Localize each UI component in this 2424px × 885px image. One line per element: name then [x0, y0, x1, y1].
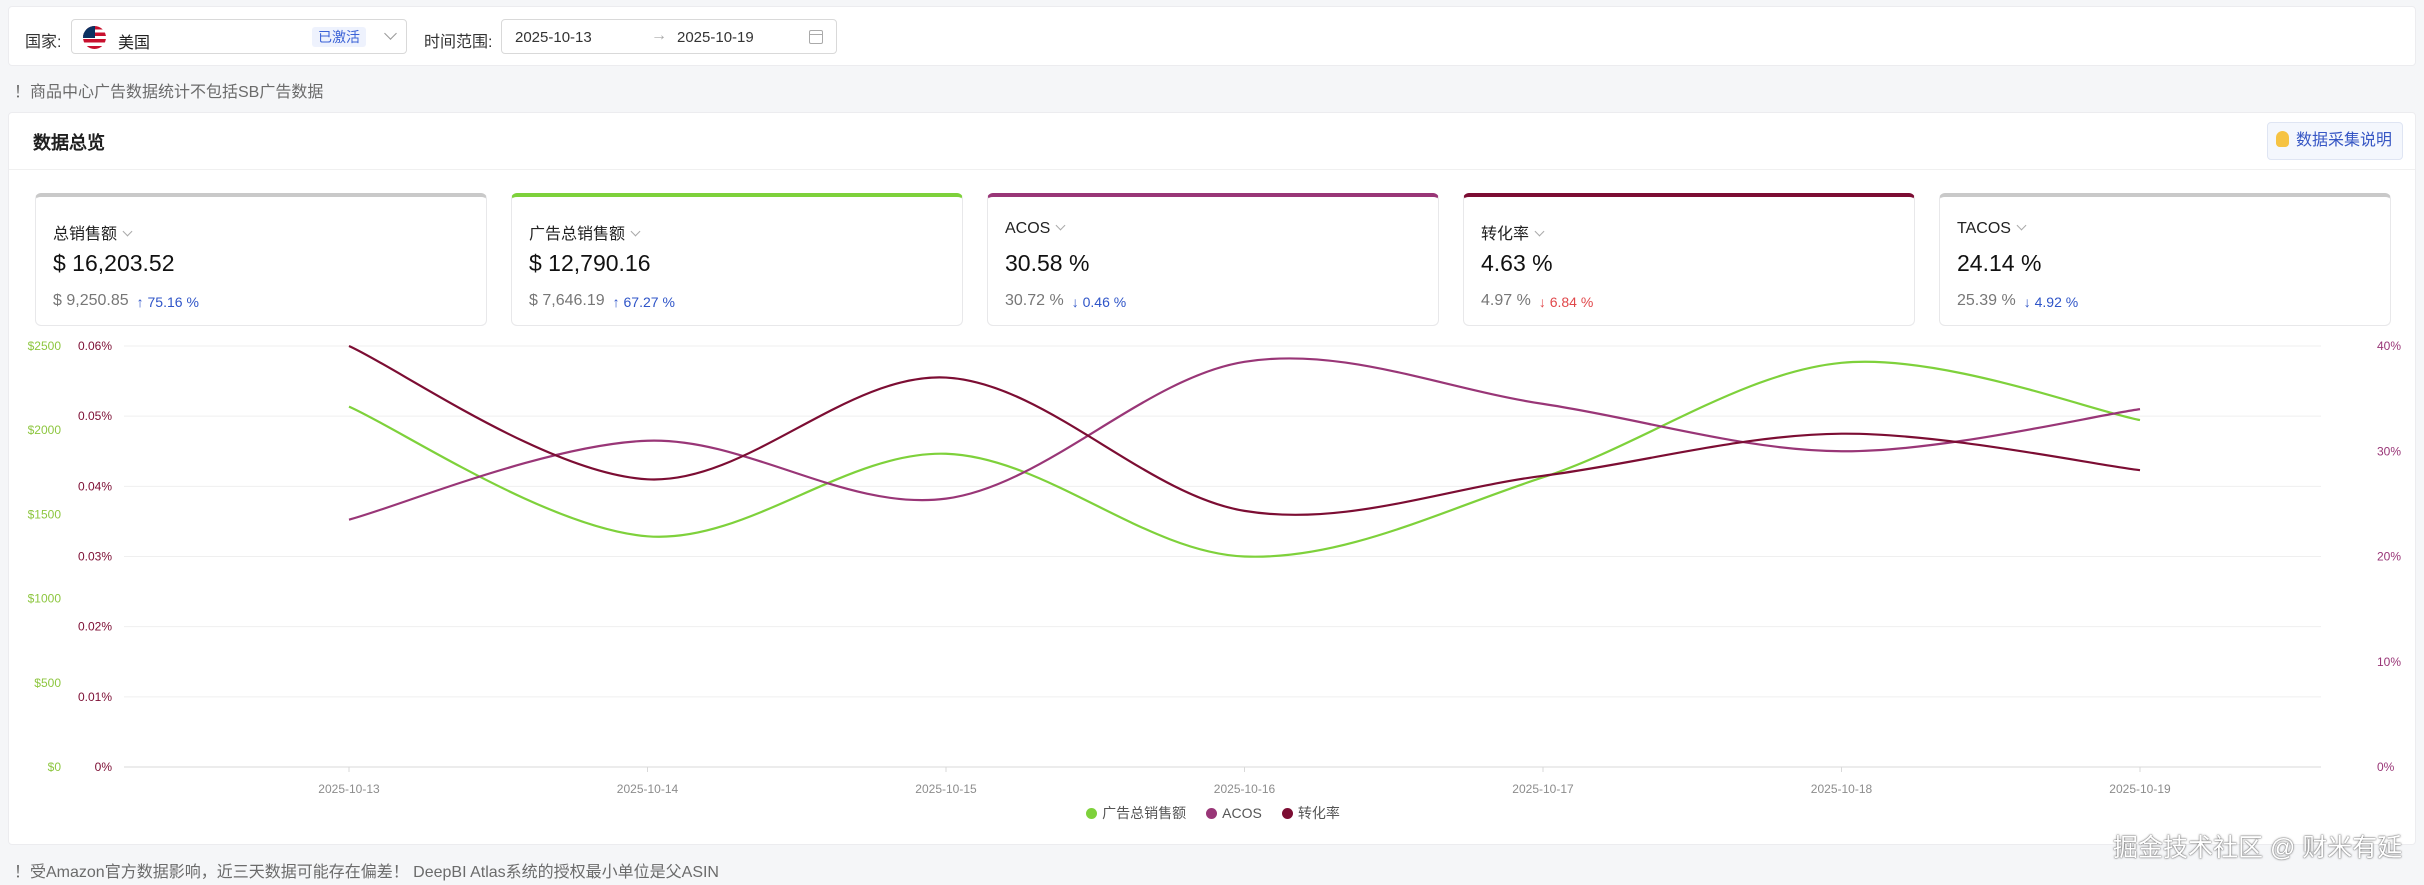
x-tick-label: 2025-10-18 [1811, 782, 1873, 796]
legend-dot-icon [1281, 808, 1293, 819]
legend-dot-icon [1086, 808, 1098, 819]
y-tick-percent-right: 30% [2377, 444, 2401, 458]
metric-label[interactable]: ACOS [1005, 220, 1066, 238]
panel-title: 数据总览 [33, 133, 105, 153]
y-tick-percent-left: 0.06% [78, 339, 112, 353]
metric-change: ↑ 67.27 % [612, 294, 675, 310]
chart-legend: 广告总销售额 ACOS 转化率 [9, 803, 2417, 823]
overview-panel: 数据总览 数据采集说明 总销售额 $ 16,203.52 $ 9,250.85 ↑ 7… [8, 112, 2416, 845]
series-line [348, 360, 2141, 558]
notice-top: ！商品中心广告数据统计不包括SB广告数据 [14, 84, 324, 101]
legend-dot-icon [1206, 808, 1218, 819]
legend-label: 广告总销售额 [1102, 805, 1187, 821]
legend-label: ACOS [1222, 805, 1262, 821]
series-line [348, 344, 2141, 516]
trend-arrow-icon: ↓ [1538, 294, 1546, 310]
lightbulb-icon [2275, 131, 2289, 147]
metric-change: ↓ 6.84 % [1538, 294, 1594, 310]
trend-arrow-icon: ↓ [2023, 294, 2031, 310]
metric-change: ↓ 0.46 % [1071, 294, 1127, 310]
x-tick-label: 2025-10-14 [617, 782, 679, 796]
x-tick-label: 2025-10-13 [318, 782, 380, 796]
x-tick-label: 2025-10-19 [2109, 782, 2171, 796]
metric-card[interactable]: 总销售额 $ 16,203.52 $ 9,250.85 ↑ 75.16 % [35, 193, 487, 326]
divider [9, 169, 2415, 170]
y-tick-percent-right: 10% [2377, 655, 2401, 669]
metric-label[interactable]: 广告总销售额 [529, 220, 641, 244]
y-tick-percent-left: 0.02% [78, 620, 112, 634]
end-date-input[interactable]: 2025-10-19 [677, 29, 754, 46]
metric-label[interactable]: TACOS [1957, 220, 2027, 238]
range-label: 时间范围: [424, 34, 493, 51]
watermark: 掘金技术社区 @ 财米有延 [2113, 834, 2403, 862]
metric-value: $ 12,790.16 [529, 250, 651, 276]
status-badge: 已激活 [312, 27, 366, 47]
x-tick-label: 2025-10-17 [1512, 782, 1574, 796]
us-flag-icon [83, 26, 106, 49]
metric-previous-value: $ 9,250.85 [53, 292, 129, 309]
data-collection-help-button[interactable]: 数据采集说明 [2266, 122, 2403, 160]
y-tick-percent-left: 0.04% [78, 479, 112, 493]
trend-arrow-icon: ↑ [612, 294, 620, 310]
metric-previous-value: $ 7,646.19 [529, 292, 605, 309]
legend-item[interactable]: 广告总销售额 [1086, 803, 1186, 823]
metric-change: ↑ 75.16 % [136, 294, 199, 310]
notice-bottom: ！受Amazon官方数据影响，近三天数据可能存在偏差！ DeepBI Atlas… [14, 864, 719, 881]
country-label: 国家: [25, 34, 62, 51]
arrow-right-icon: → [651, 27, 667, 44]
legend-item[interactable]: ACOS [1206, 805, 1262, 821]
trend-arrow-icon: ↓ [1071, 294, 1079, 310]
metric-label[interactable]: 转化率 [1481, 220, 1545, 244]
legend-label: 转化率 [1297, 805, 1340, 821]
y-tick-percent-left: 0% [95, 760, 113, 774]
y-tick-dollar: $1500 [28, 507, 62, 521]
trend-arrow-icon: ↑ [136, 294, 144, 310]
chevron-down-icon[interactable] [384, 27, 397, 40]
x-tick-label: 2025-10-16 [1214, 782, 1276, 796]
y-tick-percent-right: 0% [2377, 760, 2395, 774]
y-tick-percent-right: 20% [2377, 550, 2401, 564]
calendar-icon[interactable] [809, 30, 823, 44]
metric-value: 30.58 % [1005, 250, 1090, 276]
metric-change: ↓ 4.92 % [2023, 294, 2079, 310]
metric-previous-value: 30.72 % [1005, 292, 1064, 309]
help-button-label: 数据采集说明 [2295, 132, 2392, 149]
metric-card[interactable]: 转化率 4.63 % 4.97 % ↓ 6.84 % [1463, 193, 1915, 326]
metric-previous-value: 4.97 % [1481, 292, 1531, 309]
x-tick-label: 2025-10-15 [915, 782, 977, 796]
metric-card[interactable]: TACOS 24.14 % 25.39 % ↓ 4.92 % [1939, 193, 2391, 326]
y-tick-percent-right: 40% [2377, 339, 2401, 353]
filter-bar: 国家: 美国 已激活 时间范围: 2025-10-13 → 2025-10-19 [8, 6, 2416, 66]
y-tick-percent-left: 0.01% [78, 690, 112, 704]
metric-label[interactable]: 总销售额 [53, 220, 133, 244]
y-tick-percent-left: 0.03% [78, 550, 112, 564]
metric-card[interactable]: 广告总销售额 $ 12,790.16 $ 7,646.19 ↑ 67.27 % [511, 193, 963, 326]
metric-card[interactable]: ACOS 30.58 % 30.72 % ↓ 0.46 % [987, 193, 1439, 326]
y-tick-dollar: $1000 [28, 592, 62, 606]
y-tick-dollar: $2000 [28, 423, 62, 437]
line-chart: $0 $500 $1000 $1500 $2000 $2500 0% 0.01% 0.02% 0.… [28, 339, 2402, 796]
start-date-input[interactable]: 2025-10-13 [515, 29, 592, 46]
metric-value: 4.63 % [1481, 250, 1553, 276]
country-select[interactable]: 美国 已激活 [71, 19, 407, 54]
legend-item[interactable]: 转化率 [1281, 803, 1340, 823]
series-line [348, 357, 2141, 521]
y-tick-dollar: $0 [48, 760, 62, 774]
y-tick-dollar: $500 [34, 676, 61, 690]
country-name: 美国 [118, 35, 151, 52]
date-range-picker[interactable]: 2025-10-13 → 2025-10-19 [501, 19, 837, 54]
y-tick-dollar: $2500 [28, 339, 62, 353]
metric-value: $ 16,203.52 [53, 250, 175, 276]
metric-previous-value: 25.39 % [1957, 292, 2016, 309]
y-tick-percent-left: 0.05% [78, 409, 112, 423]
metric-value: 24.14 % [1957, 250, 2042, 276]
